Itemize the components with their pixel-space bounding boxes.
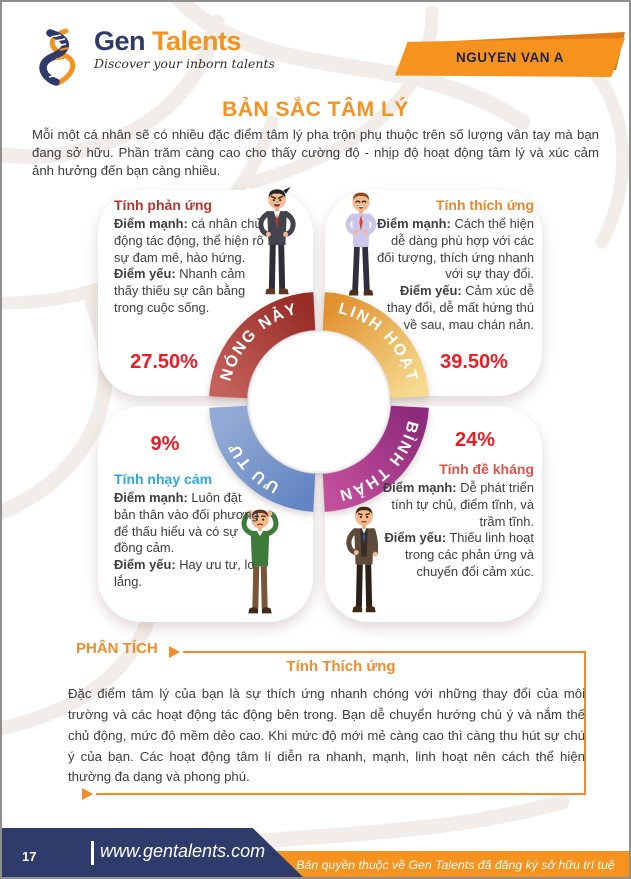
strength-label: Điểm mạnh: — [114, 216, 188, 232]
laughing-man-illustration — [345, 192, 377, 296]
ring-segment-uu-tu — [209, 405, 316, 512]
ring-segment-binh-than — [322, 405, 429, 512]
trait-title: Tính thích ứng — [435, 197, 534, 213]
weakness-text: Nhanh cảm thấy thiếu sự cân bằng trong c… — [114, 266, 246, 316]
weakness-text: Thiếu linh hoạt trong các phản ứng và ch… — [404, 530, 534, 580]
trait-title: Tính phản ứng — [114, 197, 213, 213]
strength-text: cá nhân chủ động tác động, thể hiện rõ s… — [114, 216, 264, 265]
percent-binh-than: 24% — [454, 429, 496, 451]
logo-wordmark: Gen Talents — [94, 26, 242, 56]
footer-copyright-band: Bản quyền thuộc về Gen Talents đã đăng k… — [254, 851, 629, 877]
strength-text: Cách thể hiện dễ dàng phù hợp với các đố… — [377, 216, 534, 282]
arrow-right-icon — [82, 788, 93, 800]
website-url: www.gentalents.com — [100, 841, 266, 861]
copyright-text: Bản quyền thuộc về Gen Talents đã đăng k… — [296, 857, 615, 872]
strength-text: Dễ phát triển tính tự chủ, điểm tĩnh, và… — [391, 480, 534, 529]
worried-man-illustration — [241, 509, 279, 614]
analysis-section-label: PHÂN TÍCH — [76, 640, 158, 657]
weakness-label: Điểm yếu: — [114, 266, 176, 282]
analysis-box-right-border — [584, 651, 587, 795]
weakness-label: Điểm yếu: — [384, 530, 447, 546]
percent-uu-tu: 9% — [150, 433, 180, 455]
angry-man-illustration — [258, 186, 296, 295]
analysis-paragraph: Đặc điểm tâm lý của bạn là sự thích ứng … — [68, 686, 585, 785]
percent-nong-nay: 27.50% — [130, 351, 198, 373]
ring-center — [248, 331, 390, 473]
footer-divider — [91, 841, 94, 865]
analysis-box-title: Tính Thích ứng — [286, 658, 396, 675]
strength-label: Điểm mạnh: — [382, 480, 457, 496]
ring-segment-nong-nay — [209, 292, 316, 399]
weakness-text: Cảm xúc dễ thay đổi, dễ mất hứng thú về … — [387, 283, 534, 332]
analysis-box-bottom-border — [96, 793, 586, 796]
analysis-box-top-border — [183, 651, 585, 654]
trait-title: Tính đề kháng — [439, 461, 534, 477]
logo-tagline: Discover your inborn talents — [94, 56, 275, 71]
trait-block-nhay-cam: Tính nhạy cảm Điểm mạnh: Luôn đặt bản th… — [114, 470, 266, 591]
name-badge: NGUYEN VAN A — [395, 32, 625, 77]
trait-title: Tính nhạy cảm — [114, 471, 213, 487]
trait-block-thich-ung: Tính thích ứng Điểm mạnh: Cách thể hiện … — [374, 196, 534, 334]
arrow-right-icon — [169, 646, 180, 658]
temperament-ring-chart: NÓNG NẢY LINH HOẠT BÌNH THẢN ƯU TƯ — [209, 292, 429, 512]
intro-paragraph: Mỗi một cá nhân sẽ có nhiều đặc điểm tâm… — [32, 127, 599, 179]
weakness-text: Hay ưu tư, lo lắng. — [114, 557, 255, 590]
dna-helix-icon — [39, 28, 76, 86]
trait-block-phan-ung: Tính phản ứng Điểm mạnh: cá nhân chủ độn… — [114, 196, 266, 317]
ring-segment-linh-hoat — [322, 292, 429, 399]
calm-man-illustration — [346, 506, 379, 613]
logo: Gen Talents Discover your inborn talents — [36, 28, 275, 86]
strength-label: Điểm mạnh: — [377, 216, 451, 232]
page-title: BẢN SẮC TÂM LÝ — [222, 98, 409, 121]
percent-linh-hoat: 39.50% — [440, 351, 508, 373]
strength-text: Luôn đặt bản thân vào đối phương để thấu… — [114, 490, 259, 556]
weakness-label: Điểm yếu: — [114, 557, 176, 573]
strength-label: Điểm mạnh: — [114, 490, 188, 506]
trait-block-de-khang: Tính đề kháng Điểm mạnh: Dễ phát triển t… — [372, 460, 534, 581]
page-number: 17 — [22, 849, 37, 864]
name-badge-text: NGUYEN VAN A — [455, 50, 564, 65]
footer-navy-band — [2, 828, 304, 877]
weakness-label: Điểm yếu: — [400, 283, 462, 299]
